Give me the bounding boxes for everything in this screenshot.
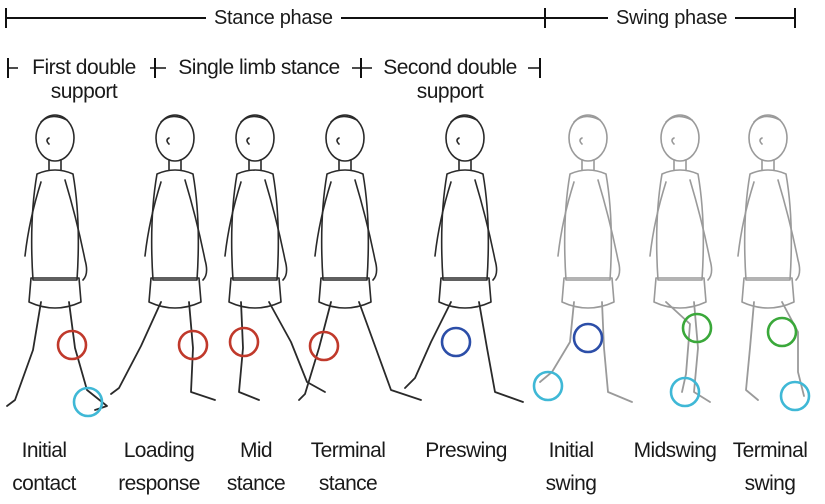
ankle-marker [72,386,104,418]
walking-figure [298,114,422,401]
knee-marker [766,316,798,348]
first-double-line2: support [50,80,118,103]
walking-figure [649,114,713,403]
walking-figure [539,114,633,403]
caption-line: swing [545,472,597,495]
figure-body [434,114,498,309]
figure-body [224,114,288,309]
knee-marker [56,329,88,361]
walking-figure [110,114,216,401]
caption-line: swing [744,472,796,495]
caption-line: Mid [239,439,273,462]
caption-line: response [118,472,200,495]
figure-body [314,114,378,309]
walking-figure [404,114,524,403]
ankle-marker [779,380,811,412]
ankle-marker [532,370,564,402]
figure-legs [238,301,326,401]
first-double-support-label: First double support [18,56,150,104]
figure-legs [6,301,108,411]
knee-marker [440,326,472,358]
phase-caption: Mid stance [206,434,306,500]
knee-marker [308,330,340,362]
phase-caption: Midswing [625,434,725,500]
caption-line: Loading [123,439,195,462]
first-double-line1: First double [32,56,136,79]
phase-caption: Loading response [109,434,209,500]
phase-caption: Preswing [416,434,516,500]
caption-line: contact [12,472,76,495]
phase-caption: Initial swing [521,434,621,500]
figure-body [144,114,208,309]
caption-line [416,467,516,500]
caption-line: Preswing [425,439,507,462]
figure-legs [298,301,422,401]
phase-caption: Terminal swing [720,434,820,500]
caption-line: Initial [21,439,67,462]
knee-marker [572,322,604,354]
ankle-marker [669,376,701,408]
figure-legs [110,301,216,401]
phase-caption: Terminal stance [298,434,398,500]
caption-line [625,467,725,500]
caption-line: Terminal [310,439,386,462]
walking-figure [224,114,326,401]
second-double-line1: Second double [383,56,517,79]
knee-marker [177,329,209,361]
knee-marker [228,326,260,358]
second-double-support-label: Second double support [372,56,528,104]
figure-legs [745,301,805,401]
phase-caption: Initial contact [0,434,94,500]
knee-marker [681,312,713,344]
caption-line: stance [226,472,286,495]
swing-phase-label: Swing phase [608,6,736,30]
figure-body [649,114,713,309]
stance-phase-label: Stance phase [206,6,341,30]
figure-legs [404,301,524,403]
caption-line: stance [318,472,378,495]
single-limb-stance-label: Single limb stance [166,56,352,80]
figure-legs [539,301,633,403]
figure-body [24,114,88,309]
walking-figure [6,114,108,411]
second-double-line2: support [416,80,484,103]
caption-line: Initial [548,439,594,462]
figure-body [557,114,621,309]
gait-figures [6,114,811,418]
caption-line: Midswing [633,439,717,462]
figure-body [737,114,801,309]
caption-line: Terminal [732,439,808,462]
figure-legs [665,301,711,403]
walking-figure [737,114,805,401]
